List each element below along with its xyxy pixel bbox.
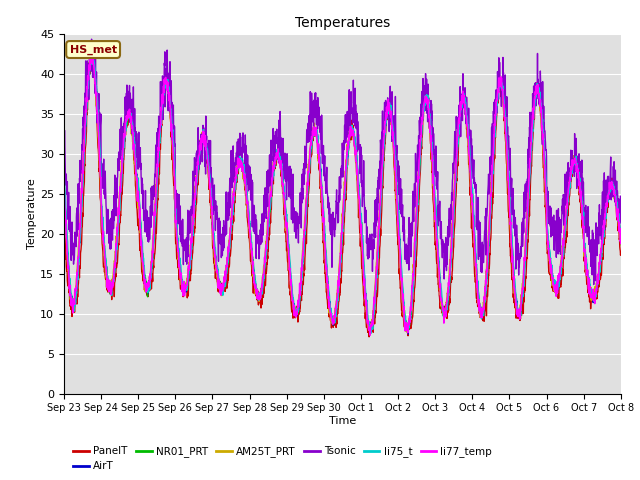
X-axis label: Time: Time xyxy=(329,416,356,426)
Legend: PanelT, AirT, NR01_PRT, AM25T_PRT, Tsonic, li75_t, li77_temp: PanelT, AirT, NR01_PRT, AM25T_PRT, Tsoni… xyxy=(69,442,496,476)
Text: HS_met: HS_met xyxy=(70,44,116,55)
Title: Temperatures: Temperatures xyxy=(295,16,390,30)
Y-axis label: Temperature: Temperature xyxy=(28,178,37,249)
